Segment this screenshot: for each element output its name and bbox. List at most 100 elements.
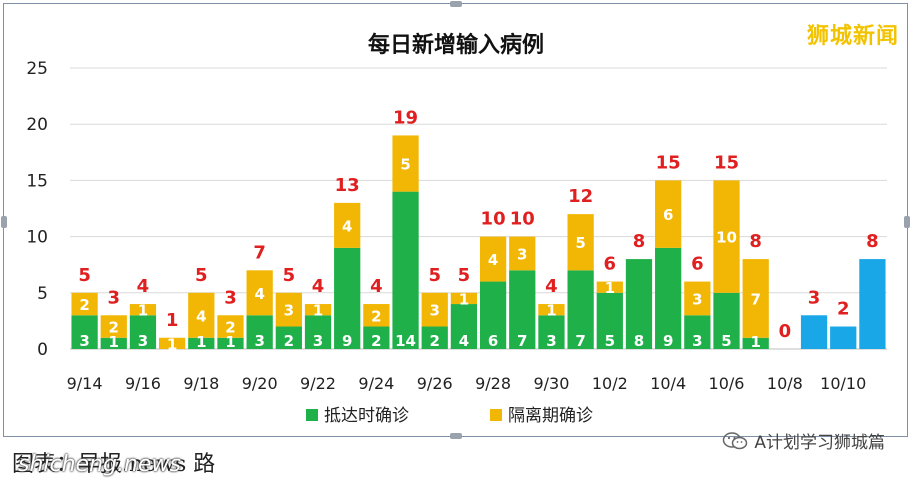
total-label: 2 bbox=[837, 299, 850, 320]
segment-label-arrival: 5 bbox=[605, 332, 615, 350]
segment-label-quarantine: 2 bbox=[109, 319, 119, 337]
total-label: 10 bbox=[481, 209, 506, 230]
total-label: 8 bbox=[633, 231, 646, 252]
bar-arrival bbox=[450, 304, 478, 349]
x-tick-label: 10/6 bbox=[709, 374, 745, 393]
chart-frame bbox=[1, 1, 910, 439]
bar-arrival bbox=[596, 292, 623, 349]
x-tick-label: 10/8 bbox=[767, 374, 803, 393]
x-tick-label: 10/2 bbox=[592, 374, 628, 393]
chart-title: 每日新增输入病例 bbox=[368, 32, 544, 58]
segment-label-arrival: 2 bbox=[430, 332, 440, 350]
y-tick-label: 25 bbox=[26, 59, 48, 79]
segment-label-quarantine: 4 bbox=[254, 285, 264, 303]
total-label: 19 bbox=[393, 107, 418, 128]
y-tick-label: 10 bbox=[26, 228, 48, 248]
resize-handle-left[interactable] bbox=[1, 216, 7, 228]
x-tick-label: 9/24 bbox=[358, 374, 394, 393]
resize-handle-bottom[interactable] bbox=[450, 433, 462, 439]
x-tick-label: 9/26 bbox=[417, 374, 453, 393]
bar-arrival bbox=[509, 270, 536, 349]
total-label: 6 bbox=[691, 254, 704, 275]
bar-quarantine bbox=[538, 304, 565, 316]
total-label: 12 bbox=[568, 186, 593, 207]
segment-label-quarantine: 3 bbox=[517, 245, 527, 263]
x-tick-label: 9/22 bbox=[300, 374, 336, 393]
bar-quarantine bbox=[304, 304, 332, 316]
legend-label: 隔离期确诊 bbox=[508, 406, 593, 426]
segment-label-arrival: 14 bbox=[395, 332, 416, 350]
total-label: 5 bbox=[78, 265, 91, 286]
legend-swatch bbox=[306, 409, 318, 421]
total-label: 3 bbox=[224, 287, 237, 308]
segment-label-arrival: 1 bbox=[225, 333, 235, 351]
segment-label-arrival: 3 bbox=[138, 332, 148, 350]
segment-label-arrival: 1 bbox=[109, 333, 119, 351]
segment-label-quarantine: 2 bbox=[371, 307, 381, 325]
total-label: 1 bbox=[166, 310, 179, 331]
bar-arrival bbox=[684, 315, 711, 349]
bar-arrival bbox=[392, 191, 419, 349]
bar-quarantine bbox=[246, 270, 273, 316]
x-tick-label: 9/18 bbox=[183, 374, 219, 393]
total-label: 4 bbox=[370, 276, 383, 297]
segment-label-arrival: 3 bbox=[79, 332, 89, 350]
segment-label-arrival: 2 bbox=[284, 332, 294, 350]
bar-arrival bbox=[334, 247, 361, 349]
bar-quarantine bbox=[100, 315, 127, 338]
segment-label-quarantine: 2 bbox=[79, 296, 89, 314]
x-tick-label: 9/28 bbox=[475, 374, 511, 393]
bar-other bbox=[830, 326, 857, 349]
segment-label-quarantine: 2 bbox=[225, 319, 235, 337]
segment-label-arrival: 1 bbox=[196, 333, 206, 351]
bar-arrival bbox=[304, 315, 332, 349]
y-tick-label: 20 bbox=[26, 115, 48, 135]
bar-quarantine bbox=[509, 236, 536, 271]
segment-label-quarantine: 4 bbox=[342, 217, 352, 235]
bar-quarantine bbox=[567, 214, 594, 271]
segment-label-arrival: 3 bbox=[313, 332, 323, 350]
y-tick-label: 15 bbox=[26, 171, 48, 191]
segment-label-quarantine: 10 bbox=[716, 229, 737, 247]
total-label: 3 bbox=[108, 287, 121, 308]
total-label: 5 bbox=[283, 265, 296, 286]
bar-arrival bbox=[275, 326, 302, 349]
total-label: 5 bbox=[458, 265, 471, 286]
total-label: 8 bbox=[749, 231, 762, 252]
bar-arrival bbox=[129, 315, 157, 349]
x-tick-label: 9/20 bbox=[242, 374, 278, 393]
segment-label-arrival: 4 bbox=[459, 332, 469, 350]
bar-arrival bbox=[421, 326, 448, 349]
x-tick-label: 9/16 bbox=[125, 374, 161, 393]
segment-label-quarantine: 1 bbox=[167, 335, 177, 353]
bar-other bbox=[800, 315, 828, 349]
caption-overlay-watermark: shicheng.news bbox=[18, 452, 181, 477]
bar-arrival bbox=[217, 337, 244, 349]
bar-quarantine bbox=[363, 304, 390, 327]
legend-label: 抵达时确诊 bbox=[324, 406, 409, 426]
segment-label-quarantine: 3 bbox=[692, 290, 702, 308]
segment-label-quarantine: 3 bbox=[430, 302, 440, 320]
segment-label-quarantine: 4 bbox=[488, 251, 498, 269]
segment-label-arrival: 1 bbox=[750, 333, 760, 351]
segment-label-quarantine: 7 bbox=[750, 290, 760, 308]
segment-label-arrival: 3 bbox=[546, 332, 556, 350]
bar-quarantine bbox=[713, 180, 740, 293]
bar-arrival bbox=[742, 337, 769, 349]
bar-quarantine bbox=[450, 292, 478, 305]
bar-arrival bbox=[713, 292, 740, 349]
bar-arrival bbox=[479, 281, 507, 349]
resize-handle-right[interactable] bbox=[904, 216, 910, 228]
segment-label-arrival: 3 bbox=[254, 332, 264, 350]
bar-quarantine bbox=[655, 180, 682, 248]
bar-arrival bbox=[246, 315, 273, 349]
chart-caption: 图表：早报.news 路 shicheng.news bbox=[12, 446, 215, 478]
total-label: 15 bbox=[714, 152, 739, 173]
bar-other bbox=[859, 259, 886, 349]
segment-label-quarantine: 4 bbox=[196, 307, 206, 325]
y-tick-label: 0 bbox=[37, 340, 48, 360]
segment-label-quarantine: 1 bbox=[313, 302, 323, 320]
segment-label-quarantine: 3 bbox=[284, 302, 294, 320]
resize-handle-top[interactable] bbox=[450, 1, 462, 7]
